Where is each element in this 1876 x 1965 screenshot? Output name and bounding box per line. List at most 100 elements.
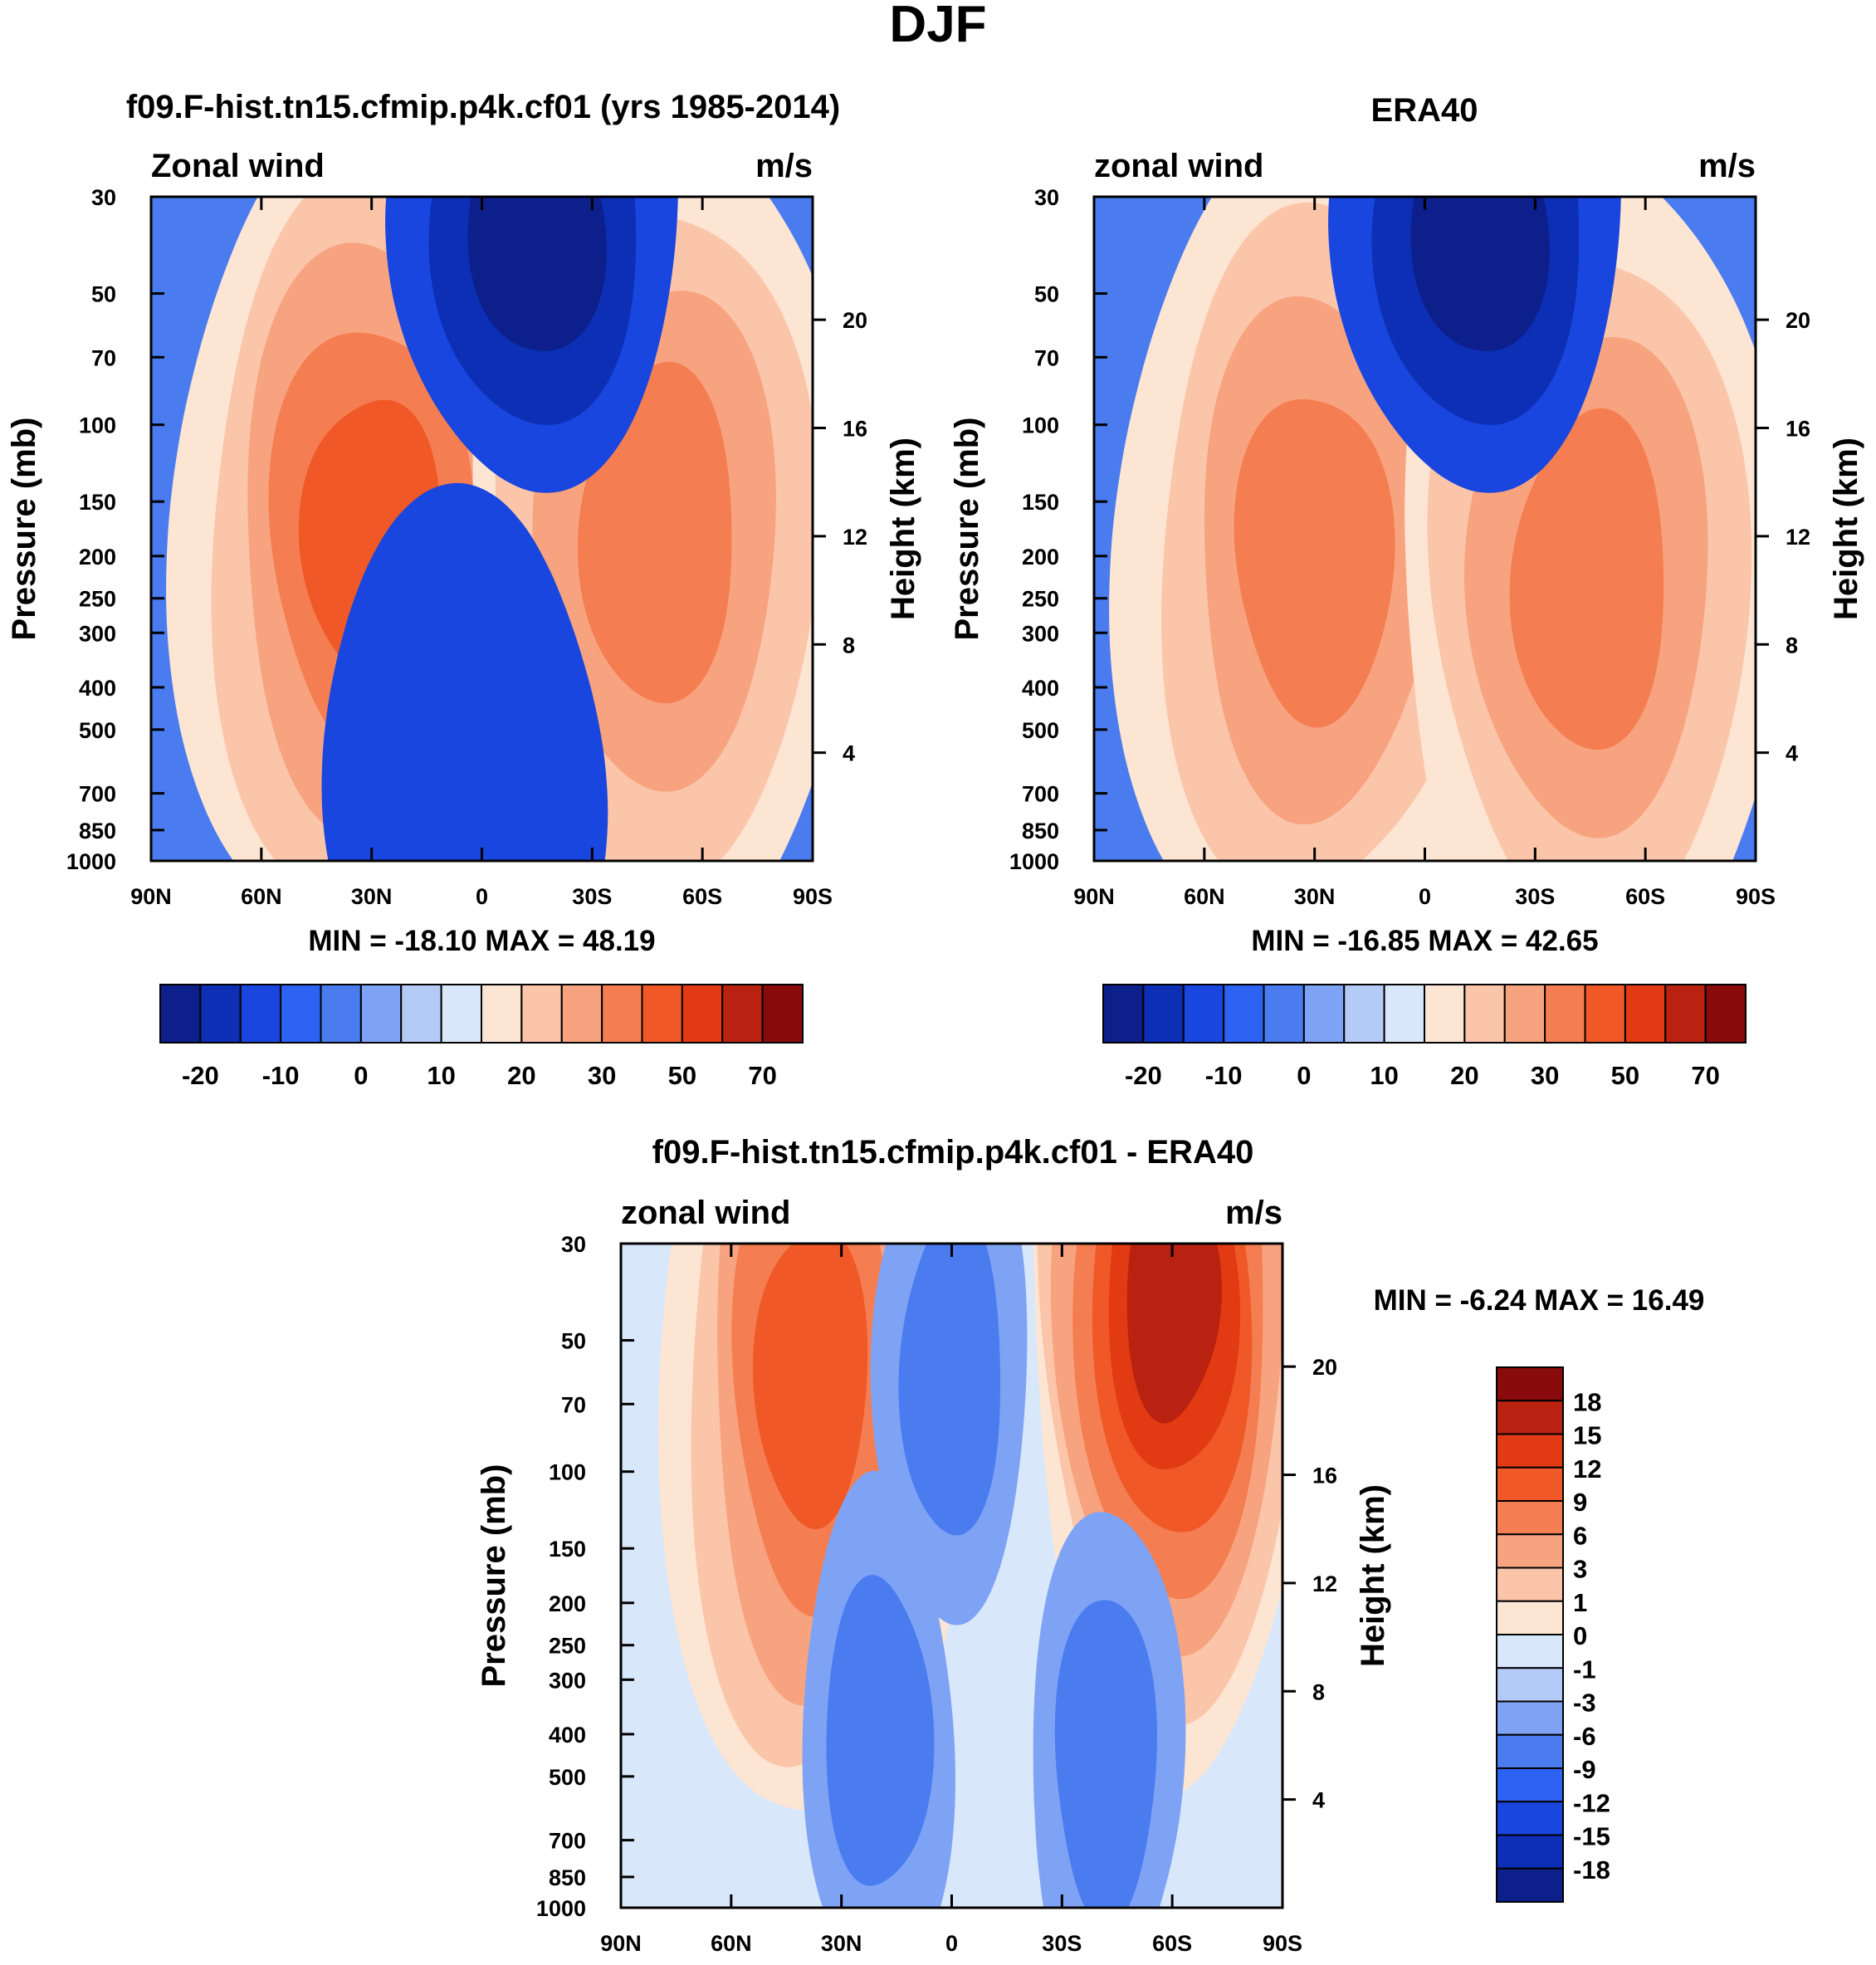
colorbar-label: 30	[1531, 1061, 1559, 1090]
panel-variable-label: Zonal wind	[151, 148, 325, 184]
colorbar-swatch	[1496, 1600, 1564, 1635]
contour-field	[621, 1244, 1282, 1908]
x-tick-label: 90S	[1736, 884, 1776, 909]
colorbar-label: -18	[1573, 1855, 1610, 1884]
colorbar-swatch	[1302, 984, 1346, 1044]
colorbar-label: -1	[1573, 1655, 1596, 1684]
pressure-tick-label: 30	[91, 185, 116, 210]
pressure-tick-label: 850	[79, 819, 116, 843]
panel-units-label: m/s	[1698, 148, 1756, 184]
height-tick-label: 12	[843, 525, 867, 550]
colorbar-label: 3	[1573, 1555, 1587, 1584]
colorbar-label: 10	[427, 1061, 455, 1090]
height-tick-label: 20	[1312, 1355, 1337, 1380]
pressure-tick-label: 50	[1034, 282, 1059, 307]
x-tick-label: 30S	[572, 884, 612, 909]
pressure-tick-label: 400	[549, 1723, 586, 1747]
pressure-tick-label: 300	[1022, 621, 1059, 646]
colorbar-swatch	[159, 984, 202, 1044]
pressure-tick-label: 700	[79, 782, 116, 807]
height-tick-label: 8	[843, 633, 855, 657]
x-tick-label: 90N	[130, 884, 172, 909]
height-tick-label: 8	[1312, 1679, 1325, 1704]
pressure-tick-label: 400	[1022, 676, 1059, 701]
height-tick-label: 12	[1312, 1572, 1337, 1596]
colorbar-swatch	[721, 984, 764, 1044]
pressure-tick-label: 250	[1022, 587, 1059, 612]
colorbar-swatch	[681, 984, 724, 1044]
contour-level-neg	[467, 197, 607, 351]
colorbar-label: 15	[1573, 1421, 1601, 1450]
colorbar-obs: -20 -10 0 10 20 30 50 70	[1102, 984, 1747, 1090]
pressure-tick-label: 400	[79, 676, 116, 701]
height-tick-label: 4	[1786, 741, 1798, 766]
contour-level-neg	[898, 1244, 1001, 1536]
colorbar-swatch	[1343, 984, 1385, 1044]
panel-variable-label: zonal wind	[1094, 148, 1263, 184]
colorbar-swatch	[1503, 984, 1546, 1044]
contour-level-pos	[1234, 398, 1395, 728]
colorbar-label: 70	[1691, 1061, 1719, 1090]
colorbar-swatch	[280, 984, 322, 1044]
pressure-tick-label: 1000	[536, 1896, 586, 1921]
x-tick-label: 30N	[1294, 884, 1336, 909]
colorbar-swatch	[1624, 984, 1667, 1044]
height-tick-label: 4	[843, 741, 855, 766]
contour-level-pos	[1509, 408, 1664, 750]
colorbar-label: 20	[1450, 1061, 1478, 1090]
colorbar-label: 9	[1573, 1488, 1587, 1517]
pressure-tick-label: 1000	[1009, 849, 1059, 874]
colorbar-swatch	[199, 984, 242, 1044]
pressure-tick-label: 500	[79, 718, 116, 743]
pressure-tick-label: 500	[1022, 718, 1059, 743]
contour-level-neg	[1410, 197, 1550, 351]
colorbar-swatch	[440, 984, 482, 1044]
pressure-tick-label: 300	[79, 621, 116, 646]
pressure-tick-label: 250	[79, 587, 116, 612]
min-max-stats: MIN = -16.85 MAX = 42.65	[1251, 925, 1598, 957]
panel-diff: f09.F-hist.tn15.cfmip.p4k.cf01 - ERA40 zo…	[476, 1134, 1704, 1956]
colorbar-swatch	[1496, 1433, 1564, 1469]
pressure-tick-label: 100	[549, 1460, 586, 1485]
pressure-tick-label: 70	[1034, 345, 1059, 370]
panel-title: ERA40	[1371, 92, 1478, 129]
y-axis-right-label: Height (km)	[885, 437, 921, 620]
colorbar-label: -10	[1205, 1061, 1243, 1090]
x-tick-label: 30S	[1515, 884, 1555, 909]
panel-model: f09.F-hist.tn15.cfmip.p4k.cf01 (yrs 1985…	[6, 89, 921, 957]
height-tick-label: 16	[1312, 1464, 1337, 1488]
x-tick-label: 90S	[793, 884, 833, 909]
colorbar-label: -12	[1573, 1788, 1610, 1817]
colorbar-swatch	[1496, 1500, 1564, 1536]
pressure-tick-label: 200	[549, 1591, 586, 1616]
x-tick-label: 60S	[682, 884, 722, 909]
colorbar-label: -9	[1573, 1755, 1596, 1784]
height-tick-label: 16	[1786, 417, 1810, 442]
colorbar-swatch	[1496, 1567, 1564, 1602]
height-tick-label: 4	[1312, 1788, 1325, 1813]
colorbar-label: -3	[1573, 1689, 1596, 1718]
colorbar-swatch	[1496, 1366, 1564, 1402]
pressure-tick-label: 150	[549, 1537, 586, 1562]
colorbar-swatch	[520, 984, 563, 1044]
colorbar-diff: 18 15 12 9 6 3 1 0 -1 -3 -6 -9 -12 -15 -18	[1496, 1366, 1610, 1903]
x-tick-label: 90N	[1073, 884, 1115, 909]
colorbar-swatch	[1383, 984, 1425, 1044]
contour-field	[1094, 197, 1756, 861]
height-tick-label: 16	[843, 417, 867, 442]
colorbar-swatch	[1496, 1634, 1564, 1669]
colorbar-swatch	[1424, 984, 1466, 1044]
panel-title: f09.F-hist.tn15.cfmip.p4k.cf01 (yrs 1985…	[126, 89, 840, 125]
height-tick-label: 20	[1786, 308, 1810, 333]
x-tick-label: 30N	[351, 884, 393, 909]
colorbar-swatch	[1496, 1400, 1564, 1435]
x-tick-label: 0	[945, 1931, 958, 1956]
panel-variable-label: zonal wind	[621, 1195, 790, 1231]
panels: f09.F-hist.tn15.cfmip.p4k.cf01 (yrs 1985…	[6, 89, 1864, 1956]
pressure-tick-label: 500	[549, 1765, 586, 1790]
colorbar-swatch	[1496, 1767, 1564, 1803]
colorbar-label: 0	[1573, 1621, 1587, 1650]
colorbar-swatch	[1496, 1801, 1564, 1836]
colorbar-label: 12	[1573, 1454, 1601, 1484]
